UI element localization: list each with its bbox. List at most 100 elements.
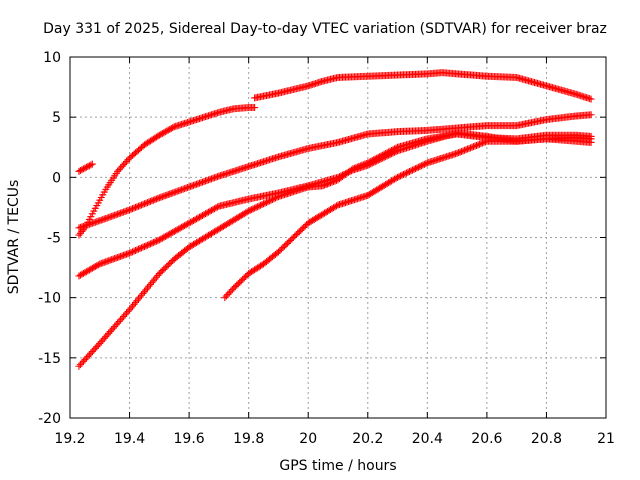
data-point bbox=[121, 311, 129, 319]
data-point bbox=[279, 244, 287, 252]
data-point bbox=[87, 265, 95, 273]
data-point bbox=[246, 206, 254, 214]
data-point bbox=[94, 261, 102, 269]
data-point bbox=[163, 232, 171, 240]
y-tick-label: 10 bbox=[43, 50, 61, 66]
data-point bbox=[187, 218, 195, 226]
data-point bbox=[389, 146, 397, 154]
data-point bbox=[456, 148, 464, 156]
data-point bbox=[91, 344, 99, 352]
data-point bbox=[78, 166, 86, 174]
data-point bbox=[137, 201, 145, 209]
data-point bbox=[251, 204, 259, 212]
data-point bbox=[321, 181, 329, 189]
data-point bbox=[143, 199, 151, 207]
data-point bbox=[469, 143, 477, 151]
data-point bbox=[158, 267, 166, 275]
y-tick-label: -10 bbox=[38, 291, 61, 307]
data-point bbox=[173, 226, 181, 234]
data-point bbox=[81, 269, 89, 277]
data-point bbox=[143, 241, 151, 249]
data-point bbox=[160, 233, 168, 241]
data-point bbox=[167, 229, 175, 237]
data-point bbox=[459, 147, 467, 155]
data-point bbox=[79, 357, 87, 365]
data-point bbox=[273, 193, 281, 201]
data-point bbox=[347, 166, 355, 174]
data-point bbox=[319, 182, 327, 190]
data-point bbox=[93, 343, 101, 351]
data-point bbox=[166, 230, 174, 238]
data-point bbox=[164, 261, 172, 269]
data-point bbox=[149, 196, 157, 204]
data-point bbox=[270, 195, 278, 203]
data-point bbox=[453, 149, 461, 157]
y-tick-label: -20 bbox=[38, 411, 61, 427]
data-point bbox=[276, 246, 284, 254]
data-point bbox=[117, 316, 125, 324]
data-point bbox=[210, 205, 218, 213]
x-axis-label: GPS time / hours bbox=[279, 458, 396, 474]
data-point bbox=[349, 165, 357, 173]
data-point bbox=[248, 206, 256, 214]
data-point bbox=[85, 266, 93, 274]
data-point bbox=[79, 269, 87, 277]
data-point bbox=[145, 198, 153, 206]
data-point bbox=[422, 160, 430, 168]
data-point bbox=[139, 243, 147, 251]
data-point bbox=[371, 155, 379, 163]
data-point bbox=[206, 207, 214, 215]
x-tick-label: 19.2 bbox=[54, 431, 85, 447]
data-point bbox=[136, 245, 144, 253]
data-point bbox=[115, 166, 123, 174]
data-point bbox=[207, 206, 215, 214]
data-point bbox=[330, 178, 338, 186]
data-point bbox=[373, 154, 381, 162]
data-point bbox=[467, 144, 475, 152]
data-point bbox=[405, 168, 413, 176]
data-point bbox=[84, 163, 92, 171]
data-point bbox=[374, 153, 382, 161]
data-point bbox=[179, 222, 187, 230]
data-point bbox=[136, 202, 144, 210]
data-point bbox=[368, 157, 376, 165]
data-point bbox=[164, 231, 172, 239]
data-point bbox=[587, 95, 595, 103]
data-point bbox=[152, 237, 160, 245]
data-point bbox=[167, 258, 175, 266]
data-point bbox=[85, 162, 93, 170]
data-point bbox=[157, 235, 165, 243]
data-point bbox=[324, 180, 332, 188]
data-point bbox=[123, 157, 131, 165]
data-point bbox=[114, 319, 122, 327]
data-point bbox=[184, 220, 192, 228]
data-point bbox=[228, 286, 236, 294]
data-point bbox=[142, 199, 150, 207]
data-point bbox=[255, 202, 263, 210]
data-point bbox=[480, 138, 488, 146]
data-point bbox=[108, 326, 116, 334]
data-point bbox=[417, 162, 425, 170]
data-point bbox=[587, 111, 595, 119]
y-tick-label: -15 bbox=[38, 351, 61, 367]
data-point bbox=[126, 206, 134, 214]
data-point bbox=[477, 140, 485, 148]
data-point bbox=[76, 167, 84, 175]
data-point bbox=[82, 354, 90, 362]
data-point bbox=[297, 226, 305, 234]
data-point bbox=[157, 130, 165, 138]
data-point bbox=[472, 141, 480, 149]
data-point bbox=[298, 225, 306, 233]
data-point bbox=[400, 170, 408, 178]
data-point bbox=[286, 236, 294, 244]
data-point bbox=[115, 317, 123, 325]
data-point bbox=[103, 331, 111, 339]
data-point bbox=[172, 227, 180, 235]
data-point bbox=[294, 229, 302, 237]
data-point bbox=[105, 329, 113, 337]
data-point bbox=[203, 209, 211, 217]
data-point bbox=[102, 333, 110, 341]
data-point bbox=[410, 165, 418, 173]
data-point bbox=[388, 146, 396, 154]
